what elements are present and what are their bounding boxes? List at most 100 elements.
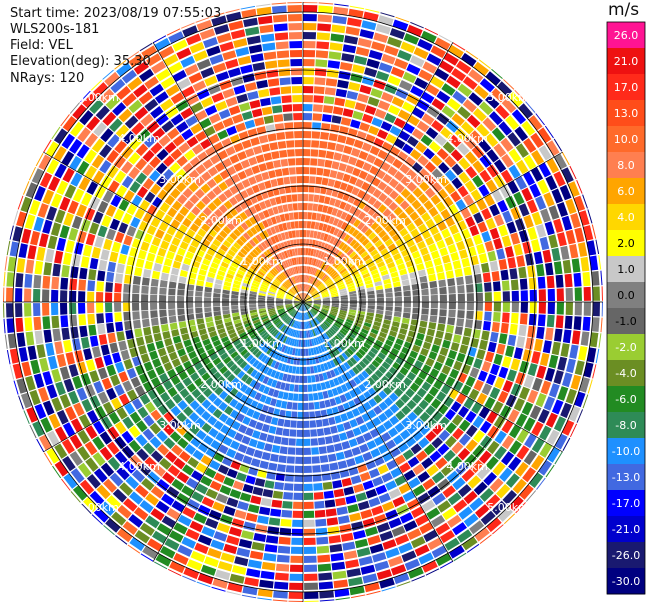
velocity-gate	[303, 86, 314, 94]
velocity-gate	[383, 185, 394, 196]
velocity-gate	[505, 345, 515, 358]
velocity-gate	[322, 372, 328, 381]
velocity-gate	[409, 350, 419, 359]
velocity-gate	[239, 331, 247, 338]
velocity-gate	[177, 437, 189, 449]
velocity-gate	[287, 203, 293, 212]
velocity-gate	[257, 327, 265, 334]
velocity-gate	[43, 139, 52, 153]
velocity-gate	[69, 451, 83, 466]
velocity-gate	[380, 12, 395, 18]
velocity-gate	[313, 302, 321, 304]
velocity-gate	[306, 321, 309, 329]
velocity-gate	[364, 228, 373, 237]
velocity-gate	[333, 579, 349, 589]
velocity-gate	[196, 280, 205, 287]
velocity-gate	[346, 248, 354, 256]
velocity-gate	[476, 349, 486, 360]
velocity-gate	[312, 277, 317, 285]
velocity-gate	[185, 33, 202, 46]
velocity-gate	[130, 216, 141, 228]
velocity-gate	[323, 243, 329, 251]
velocity-gate	[338, 515, 350, 525]
velocity-gate	[268, 517, 281, 526]
velocity-gate	[276, 297, 284, 300]
velocity-gate	[348, 288, 356, 292]
velocity-gate	[548, 205, 560, 220]
velocity-gate	[393, 281, 401, 288]
velocity-gate	[204, 343, 213, 351]
velocity-gate	[296, 303, 302, 308]
velocity-gate	[233, 339, 241, 347]
velocity-gate	[294, 384, 299, 392]
velocity-gate	[127, 544, 141, 554]
velocity-gate	[347, 503, 359, 514]
velocity-gate	[325, 265, 332, 273]
velocity-gate	[367, 305, 375, 310]
velocity-gate	[298, 384, 303, 392]
velocity-gate	[216, 274, 224, 281]
velocity-gate	[380, 161, 391, 172]
velocity-gate	[285, 297, 293, 300]
velocity-gate	[143, 442, 156, 455]
velocity-gate	[253, 449, 263, 459]
velocity-gate	[114, 60, 127, 70]
velocity-gate	[269, 287, 277, 292]
velocity-gate	[329, 236, 336, 244]
velocity-gate	[458, 506, 473, 520]
velocity-gate	[286, 306, 294, 311]
velocity-gate	[269, 197, 277, 206]
velocity-gate	[601, 302, 603, 317]
velocity-gate	[223, 356, 232, 365]
velocity-gate	[320, 334, 326, 342]
velocity-gate	[303, 68, 315, 76]
velocity-gate	[395, 238, 405, 247]
velocity-gate	[83, 348, 93, 361]
velocity-gate	[528, 115, 543, 131]
velocity-gate	[571, 330, 581, 345]
velocity-gate	[327, 526, 340, 535]
velocity-gate	[303, 131, 312, 139]
velocity-gate	[312, 203, 319, 212]
velocity-gate	[202, 159, 214, 170]
velocity-gate	[589, 332, 599, 348]
velocity-gate	[315, 346, 320, 355]
velocity-gate	[279, 312, 287, 317]
velocity-gate	[124, 115, 139, 129]
velocity-gate	[433, 232, 443, 243]
velocity-gate	[225, 253, 234, 261]
velocity-gate	[521, 120, 536, 136]
velocity-gate	[233, 367, 242, 376]
velocity-gate	[493, 415, 506, 429]
velocity-gate	[269, 87, 281, 96]
velocity-gate	[535, 393, 547, 408]
velocity-gate	[337, 460, 348, 470]
velocity-gate	[241, 111, 253, 121]
velocity-gate	[383, 319, 391, 325]
velocity-gate	[390, 248, 399, 256]
velocity-gate	[213, 306, 221, 312]
velocity-gate	[352, 64, 365, 74]
velocity-gate	[343, 246, 351, 254]
velocity-gate	[412, 174, 424, 186]
velocity-gate	[548, 354, 559, 369]
velocity-gate	[351, 342, 359, 350]
velocity-gate	[310, 429, 318, 437]
velocity-gate	[181, 128, 194, 141]
velocity-gate	[249, 251, 257, 259]
velocity-gate	[349, 216, 357, 225]
velocity-gate	[116, 407, 128, 420]
velocity-gate	[280, 158, 289, 167]
velocity-gate	[592, 302, 600, 317]
velocity-gate	[308, 194, 314, 202]
velocity-gate	[484, 311, 492, 321]
velocity-gate	[285, 298, 293, 301]
velocity-gate	[249, 307, 257, 311]
velocity-gate	[469, 130, 483, 144]
colorbar-tick-label: -13.0	[612, 471, 640, 484]
velocity-gate	[153, 35, 167, 44]
velocity-gate	[286, 374, 292, 382]
velocity-gate	[261, 143, 271, 153]
velocity-gate	[425, 417, 437, 429]
velocity-gate	[378, 492, 391, 504]
